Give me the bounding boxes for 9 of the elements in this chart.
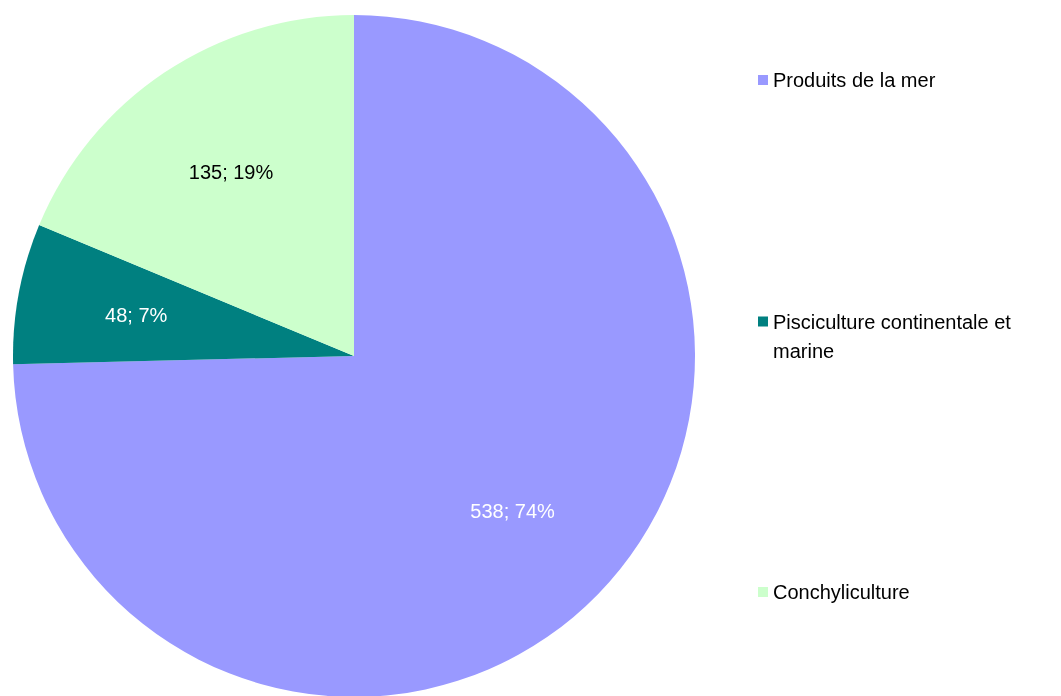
- data-label: 48; 7%: [105, 304, 168, 327]
- pie-slice: [39, 15, 354, 356]
- legend-label: Produits de la mer: [773, 69, 936, 91]
- pie-slice: [13, 224, 354, 365]
- pie-slice: [13, 15, 695, 696]
- data-label: 135; 19%: [188, 160, 274, 183]
- legend-label: Conchyliculture: [773, 581, 910, 603]
- legend-label: Pisciculture continentale et marine: [773, 310, 1012, 362]
- data-label: 538; 74%: [470, 499, 556, 522]
